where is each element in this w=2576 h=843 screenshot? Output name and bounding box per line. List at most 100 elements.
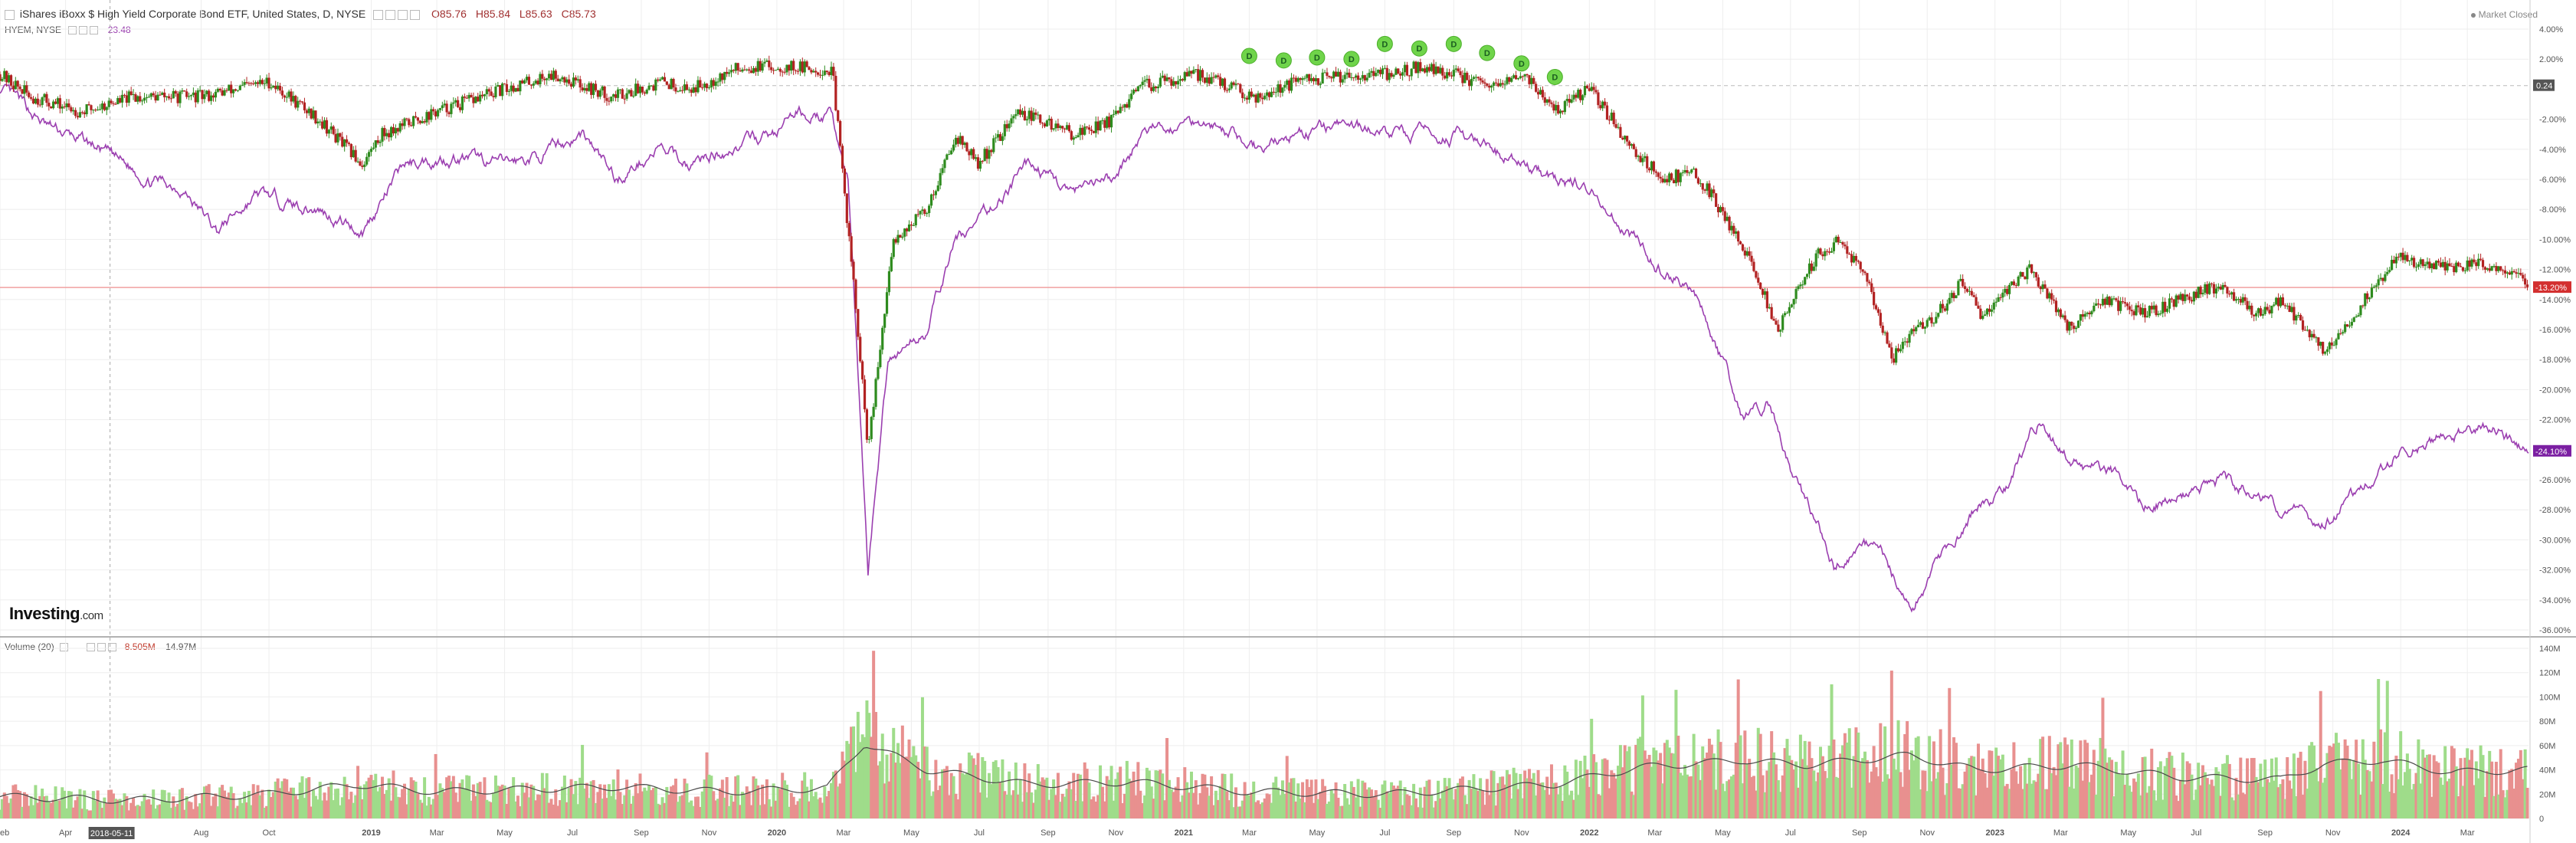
volume-bar [2050,772,2053,818]
collapse-icon[interactable] [5,9,15,20]
candle-body [2001,292,2004,298]
candle-body [1839,242,1842,244]
candle-body [2090,311,2093,315]
volume-bar [1403,787,1407,818]
y-axis-tick-label: -14.00% [2539,296,2571,305]
candle-body [596,90,599,97]
volume-bar [2138,795,2142,818]
volume-bar [369,775,373,818]
candle-body [2388,270,2391,272]
more-icon[interactable] [410,9,421,20]
visibility-icon[interactable] [373,9,384,20]
candle-body [238,85,241,90]
volume-bar [981,756,985,818]
candle-body [892,239,895,257]
volume-bar [1090,799,1093,818]
volume-bar [389,800,393,818]
volume-bar [421,802,424,818]
volume-bar [925,746,929,818]
volume-bar [1810,758,1814,818]
candle-body [1568,99,1571,103]
candle-body [1652,161,1656,172]
volume-bar [1434,801,1438,818]
volume-bar [512,777,516,818]
candle-body [899,235,902,238]
volume-bar [1694,761,1698,818]
volume-bar [334,789,338,818]
candle-body [2192,291,2195,302]
volume-bar [756,785,760,818]
volume-bar [458,782,462,818]
volume-bar [1314,779,1318,818]
candle-body [2524,278,2527,285]
volume-bar [1203,774,1207,818]
volume-bar [51,799,55,818]
volume-bar [598,784,602,818]
volume-visibility-icon[interactable] [87,643,96,652]
volume-bar [641,791,644,818]
dividend-label: D [1381,40,1388,49]
volume-bar [914,755,918,818]
volume-more-icon[interactable] [60,643,69,652]
candle-body [1457,68,1460,72]
volume-bar [434,753,438,818]
candle-body [843,169,847,194]
volume-bar [1663,743,1667,818]
volume-bar [105,802,109,818]
candle-body [936,185,939,192]
volume-bar [963,774,967,818]
volume-bar [831,772,835,818]
volume-bar [303,798,306,818]
volume-bar [1481,789,1485,818]
candle-body [45,93,48,103]
candle-body [2186,294,2189,297]
candle-body [2159,313,2162,314]
dividend-marker [1343,51,1360,67]
volume-close-icon[interactable] [108,643,117,652]
volume-bar [1932,741,1935,818]
volume-bar [1210,776,1214,818]
volume-bar [1768,762,1771,818]
candle-body [1205,77,1208,83]
candle-body [561,77,564,80]
volume-bar [429,804,433,818]
volume-bar [1834,776,1838,818]
close-icon[interactable] [398,9,408,20]
candle-body [1846,246,1849,254]
volume-bar [2454,766,2458,818]
candle-body [1419,62,1422,71]
candle-body [645,90,648,94]
volume-bar [405,804,408,818]
volume-bar [1617,766,1620,818]
candle-body [1832,242,1836,251]
candle-body [1674,169,1678,184]
volume-settings-icon[interactable] [97,643,107,652]
volume-bar [154,809,158,818]
compare-visibility-icon[interactable] [68,26,77,35]
volume-axis-tick-label: 20M [2539,790,2555,799]
candle-body [1506,77,1509,84]
volume-bar [1208,795,1211,818]
settings-icon[interactable] [385,9,396,20]
candle-body [2206,284,2209,294]
volume-bar [1345,798,1349,818]
compare-settings-icon[interactable] [79,26,88,35]
candle-body [2290,307,2293,312]
candle-body [968,151,971,156]
candle-body [1116,110,1119,113]
volume-bar [2424,757,2427,818]
candle-body [712,80,715,87]
volume-bar [1341,805,1345,818]
volume-bar [1571,799,1575,818]
volume-bar [520,782,524,818]
volume-bar [1178,802,1182,818]
compare-close-icon[interactable] [90,26,99,35]
volume-bar [2170,756,2174,818]
x-axis-tick-label: Jul [1379,828,1390,838]
volume-bar [276,778,280,818]
candle-body [907,224,911,231]
candle-body [1108,116,1111,128]
candle-body [208,90,211,101]
volume-bar [2437,763,2440,818]
